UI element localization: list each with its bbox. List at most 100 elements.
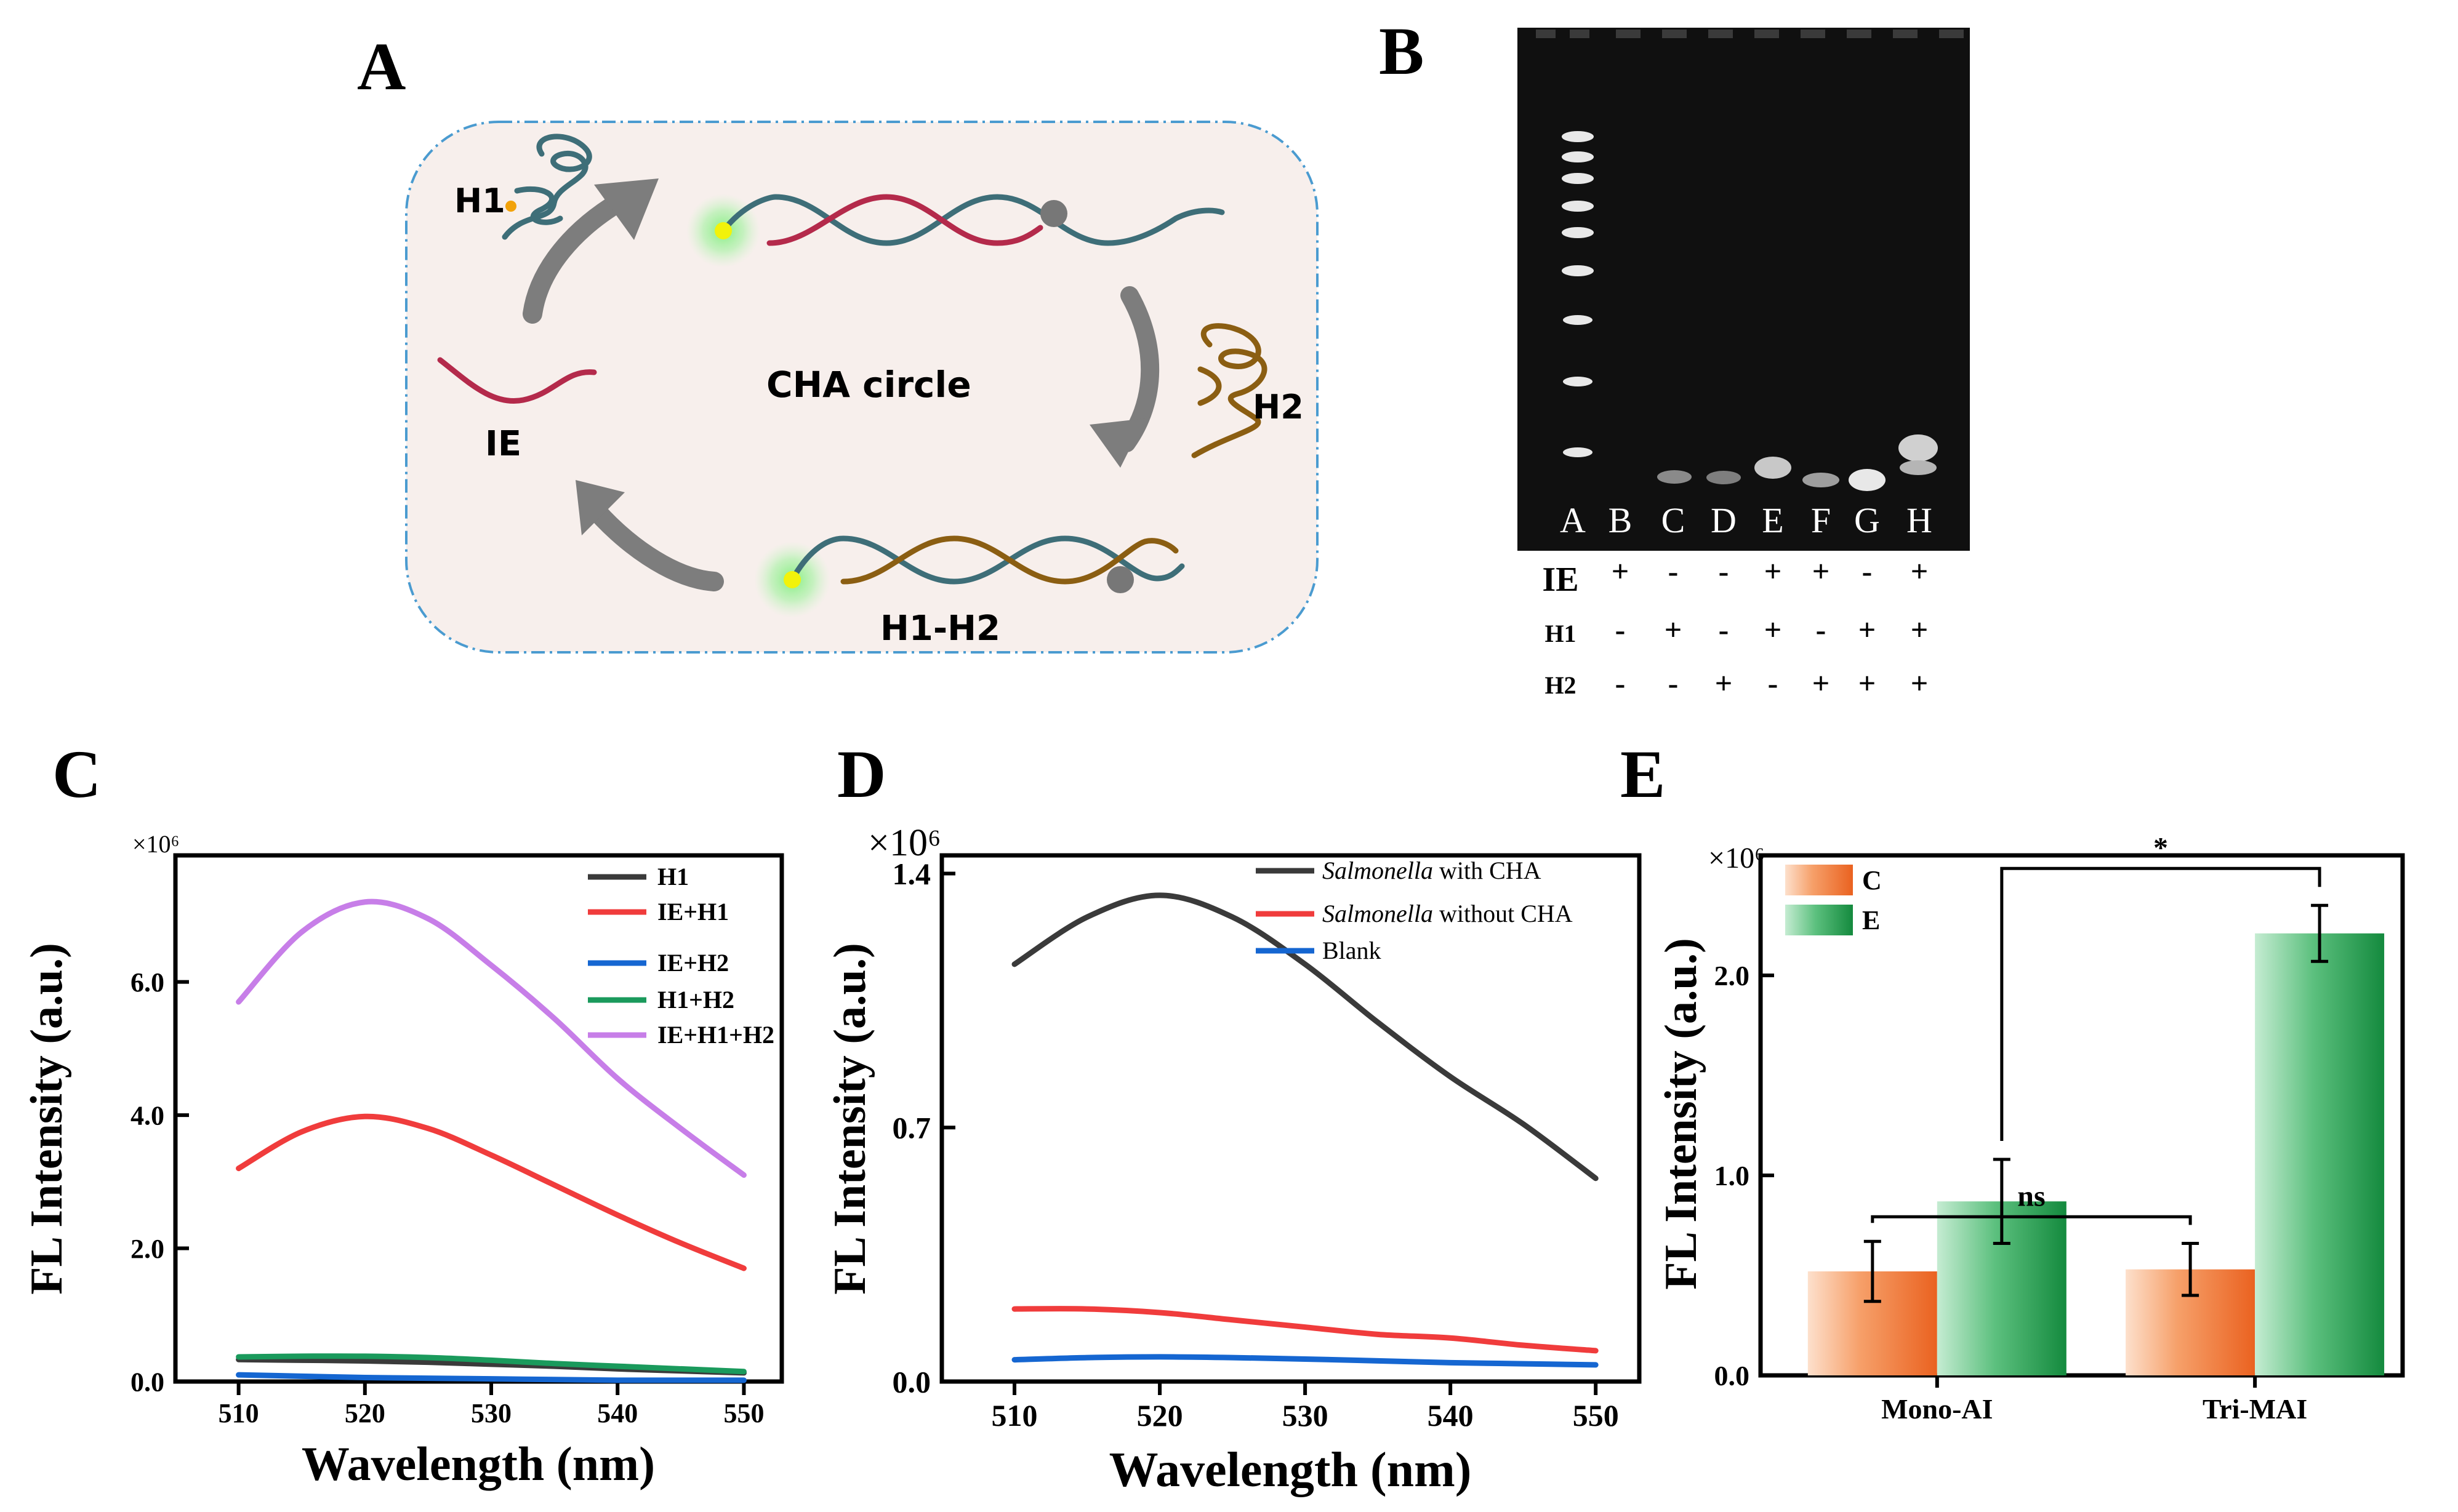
panel-d: D ×10⁶ 0.0 0.7 1.4 510 520 530 540 550 Wavelen… [825,737,1642,1497]
h2-label: H2 [1253,388,1304,426]
legend-text-h1-h2: H1+H2 [657,986,734,1014]
arrow-left-head-icon [576,480,625,535]
chart-c-plot-area [173,853,784,1384]
chart-c-ylabel: FL Intensity (a.u.) [22,943,72,1295]
gel-image [1517,28,1970,551]
gel-lane-labels: A B C D E F G H [1560,500,1932,540]
error-bar-tri-mai-e [2311,903,2329,963]
lane-label-h: H [1906,500,1932,540]
bar-tri-mai-e [2255,933,2385,1375]
y-tick-label: 4.0 [131,1100,164,1130]
duplex-ie-h1 [686,194,1225,268]
sign-h2-g: + [1858,666,1876,700]
panel-e: E ×10⁶ 0.0 1.0 2.0 Mono-AI Tri-MAI ns * FL I… [1620,737,2405,1425]
panel-label-c: C [52,737,101,812]
row-label-h2: H2 [1544,671,1576,699]
significance-bracket-ns: ns [1871,1180,2192,1225]
gel-wells [1536,30,1964,38]
row-label-ie: IE [1542,561,1578,599]
chart-e-annotations: ns * [1871,831,2321,1225]
chart-d-y-ticks: 0.0 0.7 1.4 [893,857,955,1399]
sign-h2-c: - [1668,666,1679,700]
chart-c-y-ticks: 0.0 2.0 4.0 6.0 [131,967,189,1397]
chart-d-plot-area [939,853,1642,1384]
ie-strand [437,357,597,404]
lane-label-a: A [1560,500,1586,540]
x-tick-label: 550 [723,1398,764,1428]
lane-label-g: G [1854,500,1880,540]
significance-label: ns [2017,1180,2045,1212]
legend-text-ie-h1-h2: IE+H1+H2 [657,1021,774,1049]
sign-h1-e: + [1764,612,1782,647]
sign-h2-d: + [1715,666,1733,700]
sign-ie-h: + [1911,554,1929,588]
y-tick-label: 1.0 [1714,1160,1750,1191]
x-tick-label-mono-ai: Mono-AI [1881,1393,1993,1425]
y-tick-label: 0.7 [893,1111,931,1145]
duplex-h1-h2 [754,535,1185,618]
legend-swatch-c [1785,865,1853,895]
chart-d-ylabel: FL Intensity (a.u.) [825,943,875,1295]
x-tick-label: 540 [1428,1398,1474,1433]
sign-h1-d: - [1719,612,1729,647]
cha-circle-label: CHA circle [766,364,971,406]
panel-label-b: B [1379,14,1424,89]
chart-d-lines [1011,892,1599,1368]
chart-e-multiplier: ×10⁶ [1708,842,1765,874]
y-tick-label: 2.0 [1714,960,1750,991]
series-line-ie-h1-h2 [236,898,747,1178]
gel-condition-table: IE H1 H2 + - - + + - + - + - + - + + - -… [1542,554,1928,700]
series-line-ie-h1 [236,1113,747,1271]
chart-e-bars [1807,903,2385,1375]
y-tick-label: 6.0 [131,967,164,998]
chart-d-multiplier: ×10⁶ [868,822,941,864]
legend-swatch-e [1785,905,1853,935]
series-line-salmonella-with-cha [1011,892,1599,1182]
sign-ie-e: + [1764,554,1782,588]
lane-label-d: D [1711,500,1737,540]
series-line-blank [1011,1354,1599,1368]
lane-label-c: C [1661,500,1685,540]
sign-h1-h: + [1911,612,1929,647]
sign-h2-e: - [1768,666,1778,700]
legend-text-salmonella-without-cha: Salmonella without CHA [1322,900,1573,927]
chart-d-legend: Salmonella with CHA Salmonella without C… [1256,857,1573,964]
chart-c-multiplier: ×10⁶ [132,830,180,858]
chart-e-y-ticks: 0.0 1.0 2.0 [1714,960,1774,1391]
row-label-h1: H1 [1544,620,1576,647]
h1-label: H1 [454,182,505,220]
error-bar-mono-ai-e [1993,1158,2010,1245]
chart-d-xlabel: Wavelength (nm) [1109,1443,1472,1497]
legend-text-ie-h1: IE+H1 [657,898,729,926]
cha-cycle-box [405,121,1319,654]
y-tick-label: 0.0 [1714,1360,1750,1391]
chart-e-legend: C E [1785,865,1882,935]
chart-e-plot-area [1758,853,2405,1378]
chart-c-xlabel: Wavelength (nm) [302,1437,655,1490]
sign-h2-h: + [1911,666,1929,700]
y-tick-label: 0.0 [893,1365,931,1399]
x-tick-label: 520 [345,1398,385,1428]
y-tick-label: 0.0 [131,1367,164,1397]
chart-d-x-ticks: 510 520 530 540 550 [992,1382,1619,1433]
legend-text-salmonella-with-cha: Salmonella with CHA [1322,857,1541,884]
significance-bracket-star: * [2000,831,2321,1141]
chart-e-ylabel: FL Intensity (a.u.) [1656,938,1706,1290]
ie-label: IE [485,424,521,464]
sign-h1-f: - [1816,612,1826,647]
sign-ie-d: - [1719,554,1729,588]
significance-label: * [2153,831,2168,864]
panel-c: C ×10⁶ 0.0 2.0 4.0 6.0 510 520 530 540 550 Wave… [22,737,784,1490]
x-tick-label-tri-mai: Tri-MAI [2203,1393,2307,1425]
series-line-ie-h2 [236,1372,747,1383]
chart-c-legend: H1 IE+H1 IE+H2 H1+H2 IE+H1+H2 [588,863,774,1049]
gel-ladder [1562,131,1594,457]
y-tick-label: 2.0 [131,1234,164,1264]
sign-ie-g: - [1862,554,1873,588]
series-line-h1-h2 [236,1353,747,1375]
panel-b: B [1379,14,1970,700]
sign-h1-c: + [1665,612,1682,647]
panel-label-d: D [837,737,886,812]
sign-ie-f: + [1812,554,1830,588]
